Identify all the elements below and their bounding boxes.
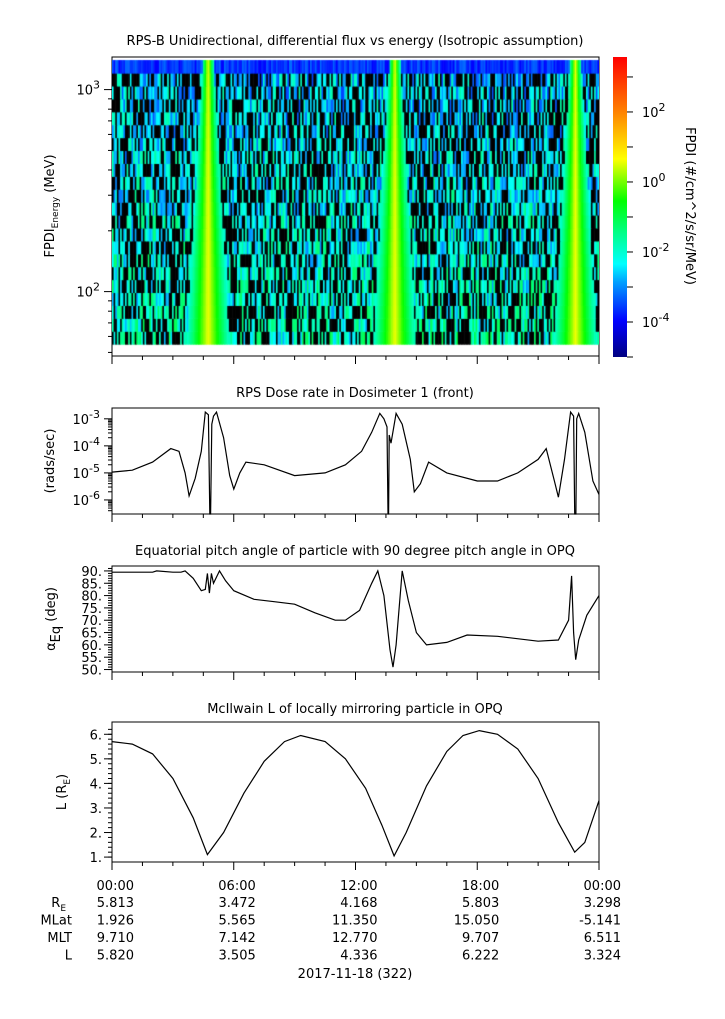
pitch-angle-line: [112, 569, 600, 668]
time-tick-label: 12:00: [340, 879, 377, 894]
ephemeris-value: 5.813: [97, 896, 134, 911]
ephemeris-value: 3.324: [584, 949, 621, 964]
date-label: 2017-11-18 (322): [298, 967, 413, 982]
y-tick-label: 3.: [90, 802, 102, 817]
time-tick-label: 06:00: [218, 879, 255, 894]
ephemeris-row-label: RE: [51, 896, 66, 914]
pitch-ylabel: αEq (deg): [44, 587, 64, 651]
spectrogram-image: [112, 57, 599, 356]
dose-rate-line: [111, 410, 600, 515]
ephemeris-row-label: MLT: [47, 931, 72, 946]
colorbar: [613, 57, 627, 357]
ephemeris-row-label: MLat: [40, 914, 72, 929]
y-tick-label: 1.: [90, 851, 102, 866]
ephemeris-value: 9.710: [97, 931, 134, 946]
ephemeris-value: 6.511: [584, 931, 621, 946]
lshell-frame: [111, 721, 600, 863]
ephemeris-value: 11.350: [332, 914, 378, 929]
y-tick-label: 10-6: [72, 489, 100, 509]
ephemeris-value: 7.142: [219, 931, 256, 946]
l-shell-line: [111, 729, 600, 858]
ephemeris-value: 5.565: [219, 914, 256, 929]
colorbar-label: FPDI (#/cm^2/s/sr/MeV): [682, 127, 697, 285]
spectrogram-title: RPS-B Unidirectional, differential flux …: [127, 34, 584, 49]
time-tick-label: 18:00: [462, 879, 499, 894]
y-tick-label: 65.: [81, 627, 102, 642]
dose-title: RPS Dose rate in Dosimeter 1 (front): [236, 386, 474, 401]
y-tick-label: 10-4: [72, 435, 100, 455]
dose-frame: [111, 407, 600, 515]
y-tick-label: 4.: [90, 777, 102, 792]
ephemeris-value: 4.168: [340, 896, 377, 911]
ephemeris-value: 5.803: [462, 896, 499, 911]
y-tick-label: 5.: [90, 753, 102, 768]
colorbar-tick-label: 100: [642, 171, 666, 191]
y-tick-label: 85.: [81, 577, 102, 592]
lshell-ylabel: L (RE): [55, 774, 73, 810]
ephemeris-value: 1.926: [97, 914, 134, 929]
y-tick-label: 60.: [81, 639, 102, 654]
y-tick-label: 102: [76, 281, 100, 301]
y-tick-label: 70.: [81, 614, 102, 629]
ephemeris-value: 9.707: [462, 931, 499, 946]
ephemeris-value: -5.141: [579, 914, 621, 929]
pitch-title: Equatorial pitch angle of particle with …: [135, 544, 575, 559]
ephemeris-value: 4.336: [340, 949, 377, 964]
spectrogram-ylabel: FPDIEnergy (MeV): [43, 154, 61, 257]
ephemeris-value: 5.820: [97, 949, 134, 964]
y-tick-label: 10-5: [72, 462, 100, 482]
ephemeris-value: 3.505: [219, 949, 256, 964]
y-tick-label: 50.: [81, 664, 102, 679]
lshell-title: McIlwain L of locally mirroring particle…: [207, 702, 503, 717]
y-tick-label: 103: [76, 79, 100, 99]
y-tick-label: 55.: [81, 651, 102, 666]
colorbar-tick-label: 10-2: [642, 241, 670, 261]
time-tick-label: 00:00: [584, 879, 621, 894]
pitch-frame: [111, 565, 600, 673]
y-tick-label: 10-3: [72, 408, 100, 428]
y-tick-label: 90.: [81, 565, 102, 580]
colorbar-tick-label: 102: [642, 101, 666, 121]
ephemeris-value: 15.050: [454, 914, 500, 929]
dose-ylabel: (rads/sec): [43, 429, 58, 494]
y-tick-label: 2.: [90, 827, 102, 842]
ephemeris-value: 3.472: [219, 896, 256, 911]
colorbar-tick-label: 10-4: [642, 311, 670, 331]
ephemeris-value: 3.298: [584, 896, 621, 911]
ephemeris-value: 6.222: [462, 949, 499, 964]
y-tick-label: 6.: [90, 728, 102, 743]
time-tick-label: 00:00: [97, 879, 134, 894]
y-tick-label: 75.: [81, 602, 102, 617]
ephemeris-value: 12.770: [332, 931, 378, 946]
ephemeris-row-label: L: [65, 949, 73, 964]
y-tick-label: 80.: [81, 590, 102, 605]
